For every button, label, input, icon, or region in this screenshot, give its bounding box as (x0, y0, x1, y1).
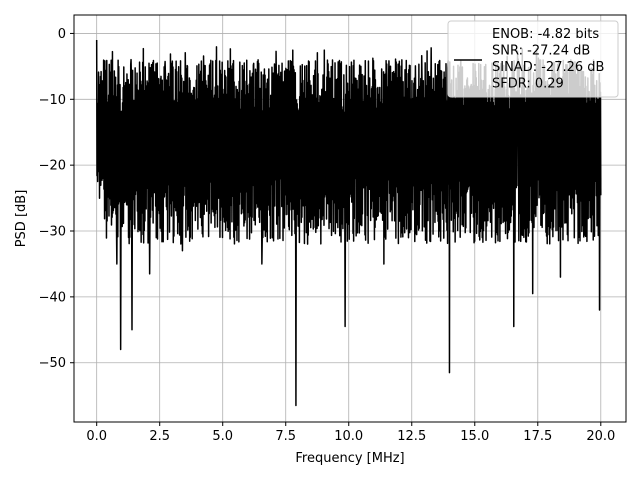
x-tick-label: 5.0 (212, 429, 233, 444)
x-tick-label: 7.5 (275, 429, 296, 444)
y-tick-label: −10 (39, 93, 66, 108)
legend-entry-snr: SNR: -27.24 dB (492, 44, 590, 59)
y-tick-label: 0 (58, 27, 66, 42)
x-tick-label: 17.5 (523, 429, 552, 444)
x-tick-label: 10.0 (334, 429, 363, 444)
legend: ENOB: -4.82 bits SNR: -27.24 dB SINAD: -… (447, 20, 619, 98)
legend-entry-sinad: SINAD: -27.26 dB (492, 60, 604, 75)
x-tick-label: 2.5 (149, 429, 170, 444)
x-axis-label: Frequency [MHz] (295, 451, 404, 466)
axes-frame (73, 14, 627, 423)
legend-box (447, 20, 619, 98)
x-tick-label: 15.0 (460, 429, 489, 444)
y-tick-label: −50 (39, 356, 66, 371)
y-tick-label: −40 (39, 290, 66, 305)
legend-entry-sfdr: SFDR: 0.29 (492, 77, 564, 92)
y-tick-label: −30 (39, 225, 66, 240)
plot-area (95, 40, 602, 407)
legend-entry-enob: ENOB: -4.82 bits (492, 27, 599, 42)
x-tick-label: 20.0 (586, 429, 615, 444)
y-axis-label: PSD [dB] (14, 190, 29, 248)
x-tick-label: 0.0 (86, 429, 107, 444)
y-tick-label: −20 (39, 159, 66, 174)
x-tick-label: 12.5 (397, 429, 426, 444)
psd-series-line (95, 40, 602, 407)
x-axis: 0.0 2.5 5.0 7.5 10.0 12.5 15.0 17.5 20.0 (86, 422, 615, 444)
y-axis: 0 −10 −20 −30 −40 −50 (39, 27, 74, 371)
